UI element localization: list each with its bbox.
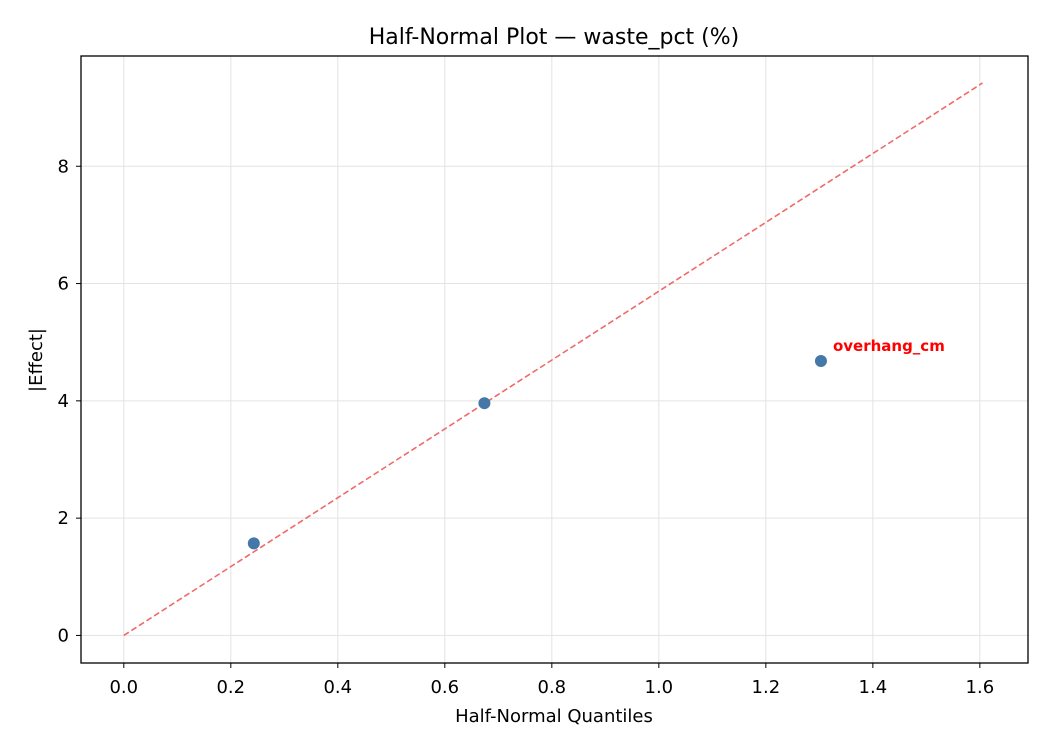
- reference-line: [123, 82, 983, 637]
- y-axis-ticks: 0 2 4 6 8: [58, 156, 81, 646]
- data-point: [247, 537, 260, 550]
- x-axis-ticks: 0.0 0.2 0.4 0.6 0.8 1.0 1.2 1.4 1.6: [109, 663, 994, 698]
- x-tick-label: 0.4: [323, 677, 352, 698]
- x-tick-label: 0.2: [216, 677, 245, 698]
- x-tick-label: 0.6: [430, 677, 459, 698]
- y-tick-label: 6: [58, 274, 69, 295]
- x-tick-label: 0.8: [538, 677, 567, 698]
- data-point: [814, 354, 827, 367]
- y-tick-label: 8: [58, 156, 69, 177]
- chart-title: Half-Normal Plot — waste_pct (%): [369, 25, 740, 50]
- point-annotation-label: overhang_cm: [833, 337, 945, 355]
- y-axis-label: |Effect|: [26, 328, 47, 392]
- x-axis-label: Half-Normal Quantiles: [455, 706, 653, 727]
- y-tick-label: 2: [58, 508, 69, 529]
- data-point: [478, 397, 491, 410]
- point-annotations: overhang_cm: [833, 337, 945, 355]
- x-tick-label: 1.4: [859, 677, 888, 698]
- data-points: [247, 354, 827, 550]
- x-tick-label: 1.0: [645, 677, 674, 698]
- plot-area-frame: [80, 55, 1029, 664]
- x-tick-label: 1.2: [752, 677, 781, 698]
- x-tick-label: 0.0: [109, 677, 138, 698]
- y-tick-label: 4: [58, 391, 69, 412]
- x-tick-label: 1.6: [966, 677, 995, 698]
- y-tick-label: 0: [58, 625, 69, 646]
